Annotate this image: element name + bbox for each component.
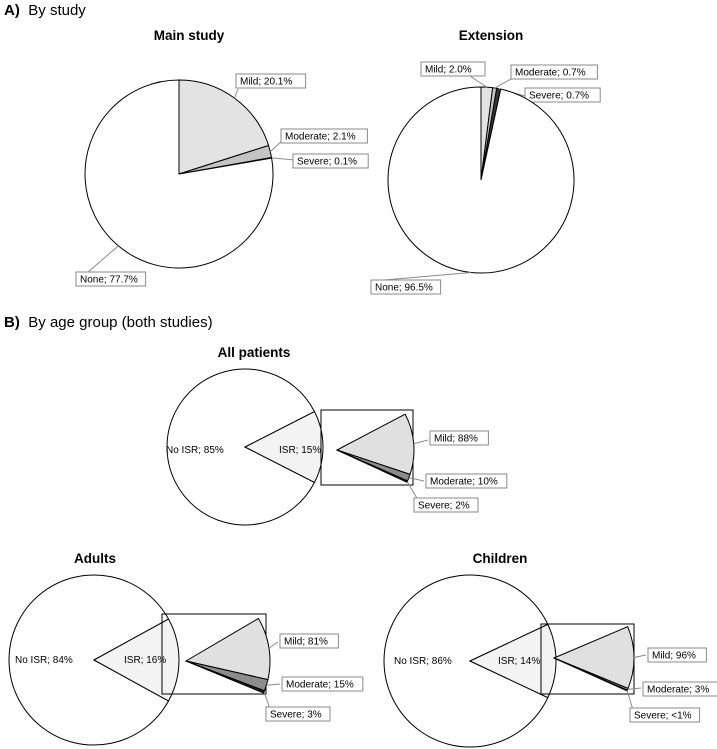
all-patients-slice-no-isr xyxy=(166,368,316,526)
children-breakdown-mild-label: Mild; 96% xyxy=(652,651,696,662)
all-patients-breakdown-severe-label-box xyxy=(413,497,479,513)
main-study-slice-none xyxy=(84,79,274,269)
adults-breakdown-mild-leader-line xyxy=(268,641,279,649)
all-patients-breakdown-mild-label-box xyxy=(429,430,489,446)
extension-none-label-box xyxy=(370,279,442,295)
title-extension: Extension xyxy=(459,28,524,43)
extension-mild-leader-line xyxy=(469,75,488,88)
children-breakdown-moderate-leader-line xyxy=(627,687,642,690)
children-breakdown-severe-leader-line xyxy=(626,690,634,711)
all-patients-breakdown-moderate-leader-line xyxy=(408,477,425,482)
adults-breakdown-mild-label-box xyxy=(279,633,339,649)
extension-mild-label: Mild; 2.0% xyxy=(425,65,472,76)
all-patients-slice-isr xyxy=(243,410,324,484)
section-b-heading: B) By age group (both studies) xyxy=(4,314,213,331)
all-patients-no-isr-label: No ISR; 85% xyxy=(166,445,224,456)
adults-slice-no-isr xyxy=(8,574,170,746)
main-study-moderate-label: Moderate; 2.1% xyxy=(285,132,356,143)
main-study-severe-label: Severe; 0.1% xyxy=(297,157,357,168)
main-study-none-label: None; 77.7% xyxy=(80,275,138,286)
title-children: Children xyxy=(473,551,528,566)
section-b-letter: B) xyxy=(4,314,20,331)
adults-breakdown-severe-label: Severe; 3% xyxy=(270,710,322,721)
adults-no-isr-label: No ISR; 84% xyxy=(15,655,73,666)
children-slice-no-isr xyxy=(383,574,549,748)
main-study-moderate-label-box xyxy=(280,128,368,144)
extension-mild-label-box xyxy=(420,61,486,77)
all-patients-breakdown-severe-label: Severe; 2% xyxy=(418,501,470,512)
all-patients-breakdown-moderate-label-box xyxy=(425,473,508,489)
adults-breakdown-moderate-label-box xyxy=(281,676,364,692)
section-a-letter: A) xyxy=(4,2,20,19)
main-study-none-label-box xyxy=(75,271,147,287)
adults-slice-isr xyxy=(92,618,180,702)
children-no-isr-label: No ISR; 86% xyxy=(394,656,452,667)
extension-moderate-label-box xyxy=(510,64,598,80)
section-b-title: By age group (both studies) xyxy=(28,314,212,331)
extension-severe-label: Severe; 0.7% xyxy=(529,91,589,102)
adults-breakdown-moderate-leader-line xyxy=(266,683,281,686)
main-study-slice-mild xyxy=(178,79,270,175)
main-study-mild-label: Mild; 20.1% xyxy=(240,77,292,88)
children-isr-label: ISR; 14% xyxy=(498,656,540,667)
extension-moderate-label: Moderate; 0.7% xyxy=(515,68,586,79)
children-breakdown-mild-leader-line xyxy=(633,654,647,659)
main-study-severe-label-box xyxy=(292,153,369,169)
charts-layer: Mild; 20.1% Moderate; 2.1% Severe; 0.1% Non… xyxy=(8,61,717,748)
children-breakdown-severe-label-box xyxy=(629,707,701,723)
adults-breakdown-severe-leader-line xyxy=(263,691,271,710)
section-a-title: By study xyxy=(28,2,86,19)
all-patients-breakdown-moderate-label: Moderate; 10% xyxy=(430,477,498,488)
main-study-severe-leader-line xyxy=(271,157,296,161)
extension-none-label: None; 96.5% xyxy=(375,283,433,294)
adults-breakdown-moderate-label: Moderate; 15% xyxy=(286,680,354,691)
title-all-patients: All patients xyxy=(218,345,291,360)
children-breakdown-moderate-label: Moderate; 3% xyxy=(647,685,709,696)
adults-breakdown-severe xyxy=(185,660,266,694)
all-patients-breakdown-severe xyxy=(336,449,409,483)
children-breakdown-mild xyxy=(552,626,635,690)
extension-none-leader-line xyxy=(383,271,472,281)
all-patients-breakdown-severe-leader-line xyxy=(406,481,419,501)
adults-breakdown-severe-label-box xyxy=(265,706,331,722)
main-study-mild-leader-line xyxy=(234,88,239,99)
title-main-study: Main study xyxy=(154,28,225,43)
children-breakdown-mild-label-box xyxy=(647,647,707,663)
section-a-heading: A) By study xyxy=(4,2,86,19)
main-study-mild-label-box xyxy=(235,73,307,89)
main-study-none-leader-line xyxy=(87,245,119,273)
children-breakdown-moderate-label-box xyxy=(642,681,717,697)
children-slice-isr xyxy=(468,623,557,699)
all-patients-breakdown-mild xyxy=(335,413,415,475)
adults-breakdown-mild-label: Mild; 81% xyxy=(284,637,328,648)
all-patients-isr-label: ISR; 15% xyxy=(279,445,321,456)
extension-slice-none xyxy=(387,86,575,274)
all-patients-breakdown-mild-leader-line xyxy=(413,439,429,445)
children-breakdown-severe-label: Severe; <1% xyxy=(634,711,692,722)
adults-breakdown-mild xyxy=(184,617,271,681)
extension-severe-label-box xyxy=(524,87,601,103)
all-patients-breakdown-mild-label: Mild; 88% xyxy=(434,434,478,445)
adults-isr-label: ISR; 16% xyxy=(124,655,166,666)
title-adults: Adults xyxy=(74,551,116,566)
extension-moderate-leader-line xyxy=(494,78,512,89)
